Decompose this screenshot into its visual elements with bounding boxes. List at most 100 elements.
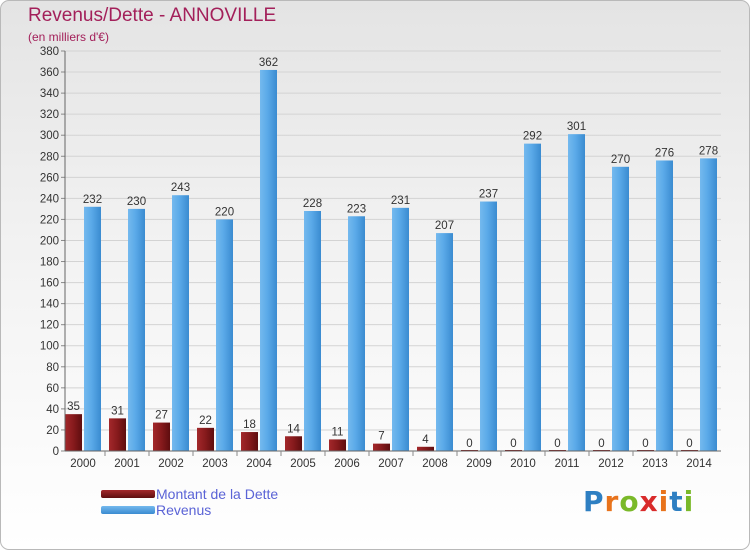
data-label-revenue-2006: 223 — [347, 203, 366, 215]
y-tick-label: 140 — [40, 299, 59, 311]
data-label-debt-2013: 0 — [642, 438, 648, 450]
x-tick-label-2013: 2013 — [642, 458, 668, 470]
x-tick-label-2001: 2001 — [114, 458, 140, 470]
bar-revenue-2007 — [392, 207, 409, 451]
y-tick-label: 100 — [40, 341, 59, 353]
legend-swatch-revenue — [101, 506, 155, 514]
data-label-debt-2008: 4 — [422, 434, 429, 446]
bar-revenue-2003 — [216, 219, 233, 451]
data-label-revenue-2014: 278 — [699, 145, 718, 157]
x-tick-label-2000: 2000 — [70, 458, 96, 470]
y-tick-label: 340 — [40, 88, 59, 100]
data-label-debt-2010: 0 — [510, 438, 516, 450]
y-tick-label: 120 — [40, 320, 59, 332]
bar-revenue-2006 — [348, 216, 365, 451]
bar-revenue-2004 — [260, 69, 277, 452]
data-label-revenue-2010: 292 — [523, 131, 542, 143]
x-tick-label-2009: 2009 — [466, 458, 492, 470]
y-tick-label: 20 — [46, 425, 59, 437]
bars — [65, 69, 717, 452]
bar-debt-2006 — [329, 439, 346, 451]
data-label-debt-2006: 11 — [332, 426, 344, 438]
legend-label-debt: Montant de la Dette — [156, 486, 279, 502]
data-label-debt-2011: 0 — [554, 438, 560, 450]
data-label-revenue-2009: 237 — [479, 189, 498, 201]
data-label-debt-2012: 0 — [598, 438, 604, 450]
y-tick-label: 360 — [40, 67, 59, 79]
x-tick-label-2008: 2008 — [422, 458, 448, 470]
data-label-revenue-2002: 243 — [171, 182, 190, 194]
bar-debt-2004 — [241, 432, 258, 451]
proxiti-letter: x — [639, 485, 659, 518]
data-label-debt-2002: 27 — [155, 410, 168, 422]
bar-debt-2000 — [65, 414, 82, 451]
y-tick-label: 40 — [46, 404, 59, 416]
y-tick-label: 220 — [40, 214, 59, 226]
x-tick-label-2012: 2012 — [598, 458, 624, 470]
bar-revenue-2008 — [436, 233, 453, 451]
bar-debt-2008 — [417, 446, 434, 451]
bar-revenue-2000 — [84, 206, 101, 451]
y-tick-label: 160 — [40, 278, 59, 290]
bar-revenue-2002 — [172, 195, 189, 451]
data-label-debt-2003: 22 — [199, 415, 212, 427]
y-tick-label: 0 — [53, 446, 59, 458]
chart-subtitle: (en milliers d'€) — [28, 30, 109, 44]
bar-revenue-2005 — [304, 211, 321, 451]
bar-debt-2003 — [197, 427, 214, 451]
data-label-revenue-2001: 230 — [127, 196, 146, 208]
proxiti-letter: r — [604, 485, 620, 518]
data-label-debt-2004: 18 — [243, 419, 256, 431]
y-tick-label: 380 — [40, 46, 59, 58]
data-labels: 35 232 31 230 27 243 22 220 18 362 14 228 11 223 7 231 4… — [67, 57, 718, 450]
data-label-revenue-2008: 207 — [435, 220, 454, 232]
x-tick-label-2007: 2007 — [378, 458, 404, 470]
proxiti-letter: i — [683, 485, 695, 518]
x-tick-label-2004: 2004 — [246, 458, 272, 470]
chart-title: Revenus/Dette - ANNOVILLE — [28, 5, 277, 26]
proxiti-letter: P — [583, 485, 605, 518]
x-tick-label-2003: 2003 — [202, 458, 228, 470]
data-label-debt-2005: 14 — [287, 423, 300, 435]
bar-revenue-2010 — [524, 143, 541, 451]
data-label-revenue-2012: 270 — [611, 154, 630, 166]
data-label-revenue-2011: 301 — [567, 121, 586, 133]
y-tick-label: 60 — [46, 383, 59, 395]
data-label-revenue-2004: 362 — [259, 57, 278, 69]
y-tick-label: 260 — [40, 172, 59, 184]
data-label-debt-2000: 35 — [67, 401, 80, 413]
x-tick-label-2011: 2011 — [555, 458, 580, 470]
data-label-revenue-2007: 231 — [391, 195, 410, 207]
y-tick-label: 240 — [40, 193, 59, 205]
x-tick-label-2002: 2002 — [158, 458, 184, 470]
y-tick-label: 280 — [40, 151, 59, 163]
proxiti-letter: o — [619, 485, 640, 518]
bar-debt-2005 — [285, 436, 302, 451]
bar-debt-2001 — [109, 418, 126, 451]
legend-label-revenue: Revenus — [156, 502, 212, 518]
data-label-revenue-2000: 232 — [83, 194, 102, 206]
bar-revenue-2012 — [612, 166, 629, 451]
bar-revenue-2001 — [128, 208, 145, 451]
bar-revenue-2011 — [568, 134, 585, 451]
bar-revenue-2013 — [656, 160, 673, 451]
data-label-revenue-2003: 220 — [215, 206, 234, 218]
proxiti-letter: t — [669, 485, 684, 518]
data-label-debt-2007: 7 — [378, 431, 384, 443]
bar-debt-2002 — [153, 422, 170, 451]
bar-revenue-2014 — [700, 158, 717, 452]
data-label-revenue-2005: 228 — [303, 198, 322, 210]
y-tick-label: 200 — [40, 235, 59, 247]
data-label-revenue-2013: 276 — [655, 147, 674, 159]
bar-debt-2007 — [373, 443, 390, 451]
x-tick-label-2006: 2006 — [334, 458, 360, 470]
y-tick-label: 300 — [40, 130, 59, 142]
x-tick-label-2005: 2005 — [290, 458, 316, 470]
y-tick-label: 320 — [40, 109, 59, 121]
proxiti-logo: Proxiti — [583, 485, 694, 518]
x-tick-label-2014: 2014 — [686, 458, 712, 470]
bar-revenue-2009 — [480, 201, 497, 451]
data-label-debt-2001: 31 — [111, 405, 124, 417]
